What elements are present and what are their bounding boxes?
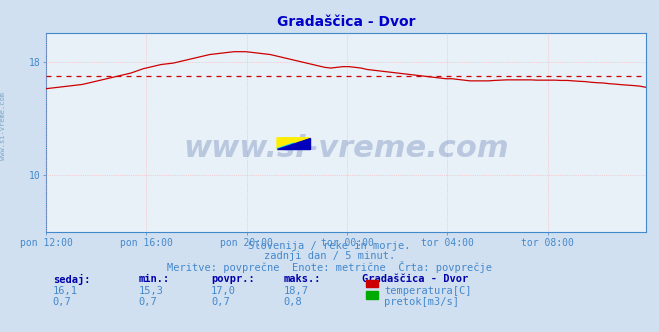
Text: Gradaščica - Dvor: Gradaščica - Dvor [362,274,469,284]
Polygon shape [277,143,310,149]
Text: 17,0: 17,0 [211,286,236,295]
Text: 0,7: 0,7 [53,297,71,307]
Text: 0,8: 0,8 [283,297,302,307]
Text: Slovenija / reke in morje.: Slovenija / reke in morje. [248,241,411,251]
Text: povpr.:: povpr.: [211,274,254,284]
Polygon shape [277,138,310,149]
Text: 18,7: 18,7 [283,286,308,295]
Text: Meritve: povprečne  Enote: metrične  Črta: povprečje: Meritve: povprečne Enote: metrične Črta:… [167,261,492,273]
Title: Gradaščica - Dvor: Gradaščica - Dvor [277,15,415,29]
Text: min.:: min.: [138,274,169,284]
Text: 15,3: 15,3 [138,286,163,295]
Text: maks.:: maks.: [283,274,321,284]
Text: www.si-vreme.com: www.si-vreme.com [183,134,509,163]
Text: www.si-vreme.com: www.si-vreme.com [0,92,7,160]
Text: sedaj:: sedaj: [53,274,90,285]
Text: zadnji dan / 5 minut.: zadnji dan / 5 minut. [264,251,395,261]
Text: temperatura[C]: temperatura[C] [384,286,472,295]
Polygon shape [277,138,310,149]
Text: 0,7: 0,7 [211,297,229,307]
Text: 0,7: 0,7 [138,297,157,307]
Text: 16,1: 16,1 [53,286,78,295]
Text: pretok[m3/s]: pretok[m3/s] [384,297,459,307]
